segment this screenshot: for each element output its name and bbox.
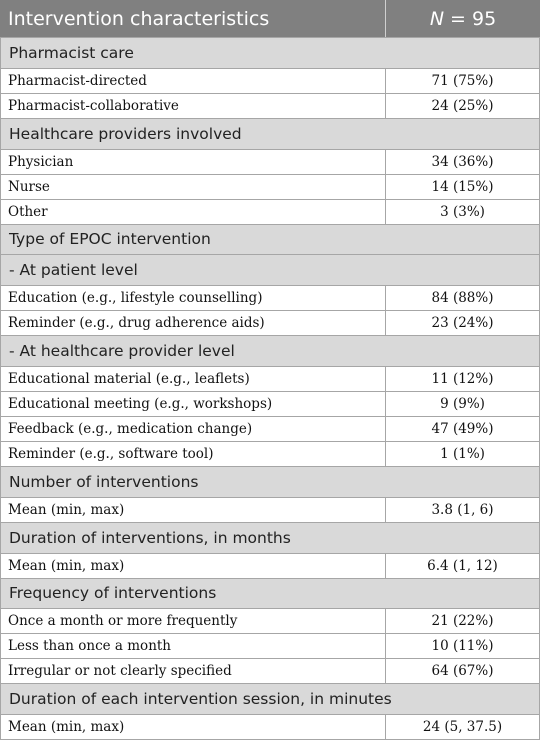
header-label: Intervention characteristics — [0, 0, 386, 37]
data-row: Irregular or not clearly specified 64 (67… — [0, 659, 540, 685]
section-row: Healthcare providers involved — [0, 118, 540, 150]
data-row: Educational material (e.g., leaflets) 11 … — [0, 366, 540, 392]
header-n: N = 95 — [386, 0, 540, 37]
row-label: Pharmacist-collaborative — [1, 93, 386, 118]
section-row: Pharmacist care — [0, 38, 540, 69]
section-row: - At healthcare provider level — [0, 336, 540, 367]
data-row: Mean (min, max) 6.4 (1, 12) — [0, 553, 540, 579]
data-row: Reminder (e.g., drug adherence aids) 23 (… — [0, 311, 540, 337]
section-row: - At patient level — [0, 255, 540, 287]
row-value: 24 (25%) — [431, 97, 494, 114]
row-label: Education (e.g., lifestyle counselling) — [1, 286, 386, 311]
data-row: Mean (min, max) 3.8 (1, 6) — [0, 497, 540, 523]
row-value: 6.4 (1, 12) — [427, 557, 498, 574]
data-row: Other 3 (3%) — [0, 199, 540, 225]
section-row: Duration of interventions, in months — [0, 522, 540, 554]
n-symbol: N — [429, 7, 445, 30]
row-label: Pharmacist-directed — [1, 68, 386, 93]
row-label: Less than once a month — [1, 634, 386, 659]
row-label: Feedback (e.g., medication change) — [1, 416, 386, 441]
section-row: Duration of each intervention session, i… — [0, 684, 540, 716]
row-value: 71 (75%) — [431, 72, 494, 89]
row-label: Mean (min, max) — [1, 715, 386, 740]
row-label: Nurse — [1, 174, 386, 199]
data-row: Nurse 14 (15%) — [0, 174, 540, 200]
row-label: Mean (min, max) — [1, 553, 386, 578]
row-value: 1 (1%) — [440, 445, 485, 462]
data-row: Education (e.g., lifestyle counselling) 8… — [0, 286, 540, 312]
data-row: Physician 34 (36%) — [0, 149, 540, 175]
row-label: Irregular or not clearly specified — [1, 659, 386, 684]
row-label: Other — [1, 199, 386, 224]
row-label: Reminder (e.g., software tool) — [1, 441, 386, 466]
header-row: Intervention characteristics N = 95 — [0, 0, 540, 38]
row-value: 3.8 (1, 6) — [431, 501, 494, 518]
data-row: Less than once a month 10 (11%) — [0, 634, 540, 660]
row-value: 11 (12%) — [431, 370, 494, 387]
data-row: Educational meeting (e.g., workshops) 9 (… — [0, 391, 540, 417]
row-value: 84 (88%) — [431, 290, 494, 307]
row-value: 14 (15%) — [431, 178, 494, 195]
row-value: 21 (22%) — [431, 613, 494, 630]
data-row: Pharmacist-collaborative 24 (25%) — [0, 93, 540, 119]
row-label: Educational material (e.g., leaflets) — [1, 366, 386, 391]
row-label: Physician — [1, 149, 386, 174]
data-row: Pharmacist-directed 71 (75%) — [0, 68, 540, 94]
section-row: Frequency of interventions — [0, 578, 540, 610]
row-value: 9 (9%) — [440, 395, 485, 412]
row-value: 34 (36%) — [431, 153, 494, 170]
row-value: 64 (67%) — [431, 663, 494, 680]
row-label: Reminder (e.g., drug adherence aids) — [1, 311, 386, 336]
data-row: Once a month or more frequently 21 (22%) — [0, 609, 540, 635]
data-row: Reminder (e.g., software tool) 1 (1%) — [0, 441, 540, 467]
row-value: 3 (3%) — [440, 203, 485, 220]
section-row: Number of interventions — [0, 466, 540, 498]
data-row: Mean (min, max) 24 (5, 37.5) — [0, 715, 540, 741]
row-value: 23 (24%) — [431, 315, 494, 332]
row-value: 24 (5, 37.5) — [422, 719, 503, 736]
row-value: 47 (49%) — [431, 420, 494, 437]
row-value: 10 (11%) — [431, 638, 494, 655]
row-label: Educational meeting (e.g., workshops) — [1, 391, 386, 416]
row-label: Once a month or more frequently — [1, 609, 386, 634]
row-label: Mean (min, max) — [1, 497, 386, 522]
n-value: = 95 — [450, 7, 497, 30]
data-row: Feedback (e.g., medication change) 47 (49… — [0, 416, 540, 442]
section-row: Type of EPOC intervention — [0, 224, 540, 256]
